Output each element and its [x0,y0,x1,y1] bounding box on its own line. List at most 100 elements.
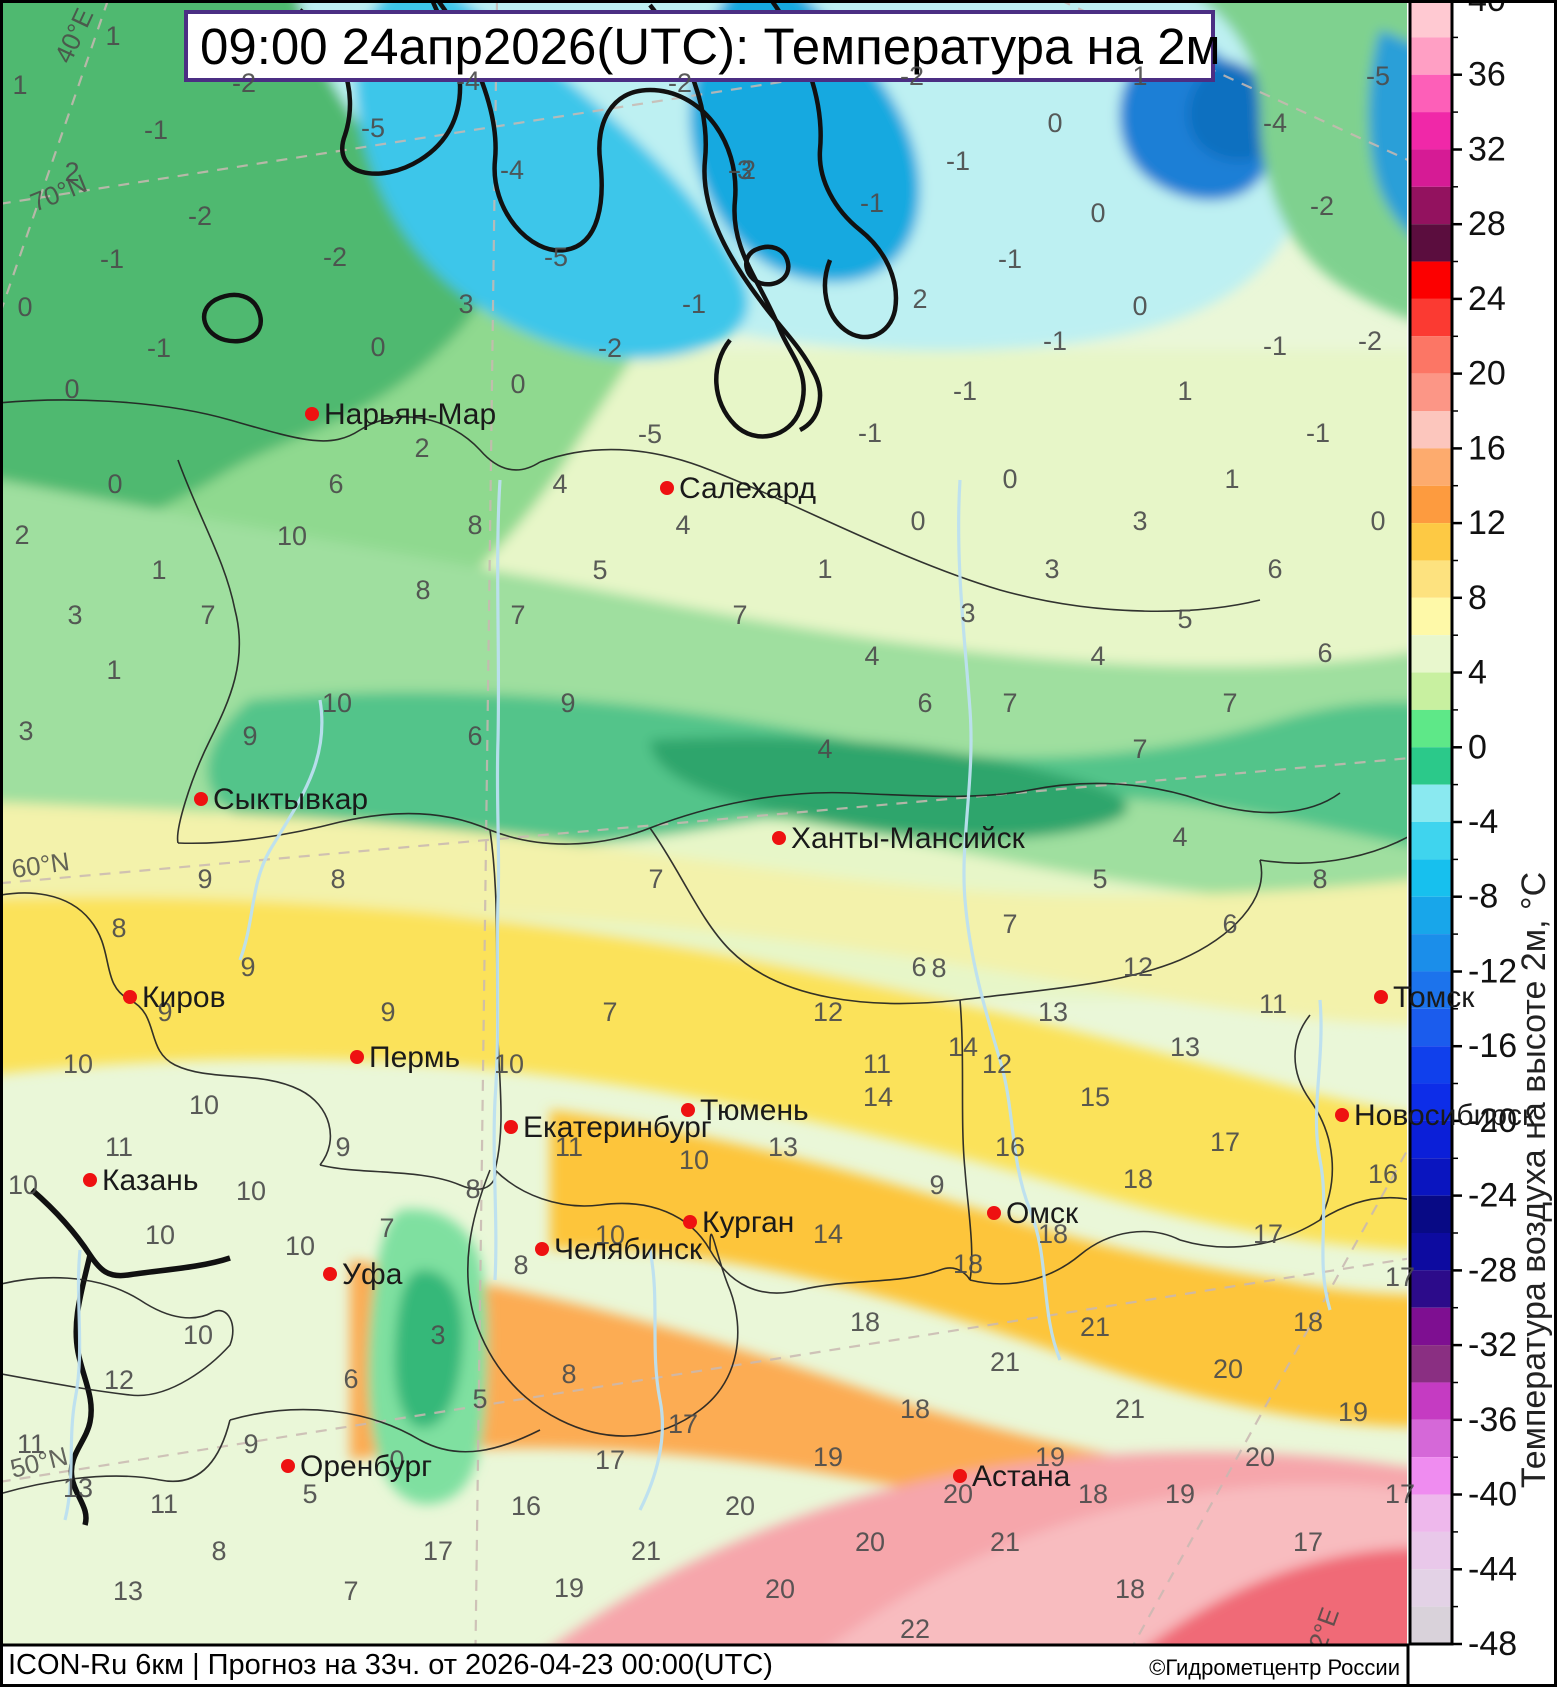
svg-text:ICON-Ru 6км | Прогноз на 33ч.: ICON-Ru 6км | Прогноз на 33ч. от 2026-04… [8,1649,773,1681]
svg-text:4: 4 [864,641,879,671]
svg-text:-1: -1 [946,146,970,176]
svg-text:7: 7 [379,1213,394,1243]
svg-text:10: 10 [145,1220,175,1250]
svg-text:2: 2 [64,157,79,187]
svg-text:-16: -16 [1468,1027,1517,1065]
svg-text:19: 19 [1338,1397,1368,1427]
svg-text:10: 10 [494,1049,524,1079]
svg-text:17: 17 [595,1445,625,1475]
svg-text:-1: -1 [998,244,1022,274]
svg-text:8: 8 [1468,579,1487,617]
svg-text:10: 10 [277,521,307,551]
svg-text:9: 9 [197,864,212,894]
svg-text:6: 6 [1222,909,1237,939]
svg-text:19: 19 [813,1442,843,1472]
svg-text:13: 13 [768,1132,798,1162]
svg-text:-12: -12 [1468,953,1517,991]
svg-text:2: 2 [912,284,927,314]
svg-text:0: 0 [17,292,32,322]
svg-text:0: 0 [107,469,122,499]
svg-text:16: 16 [1368,1159,1398,1189]
svg-text:21: 21 [990,1527,1020,1557]
svg-text:0: 0 [1047,108,1062,138]
svg-text:20: 20 [1245,1442,1275,1472]
svg-text:-48: -48 [1468,1625,1517,1663]
svg-text:4: 4 [552,469,567,499]
svg-text:7: 7 [648,864,663,894]
svg-text:3: 3 [1132,506,1147,536]
svg-text:6: 6 [917,688,932,718]
svg-text:Екатеринбург: Екатеринбург [523,1111,712,1144]
svg-text:-24: -24 [1468,1177,1517,1215]
svg-text:-4: -4 [500,155,524,185]
svg-text:3: 3 [960,598,975,628]
svg-text:3: 3 [430,1320,445,1350]
svg-text:-40: -40 [1468,1476,1517,1514]
svg-text:-1: -1 [144,115,168,145]
svg-text:20: 20 [725,1491,755,1521]
svg-text:22: 22 [900,1614,930,1644]
svg-text:20: 20 [765,1574,795,1604]
svg-text:-1: -1 [1306,418,1330,448]
svg-text:Казань: Казань [102,1164,198,1197]
svg-text:0: 0 [370,332,385,362]
svg-text:18: 18 [850,1307,880,1337]
svg-text:32: 32 [1468,131,1506,169]
svg-text:9: 9 [243,1429,258,1459]
svg-text:1: 1 [106,655,121,685]
svg-text:17: 17 [1210,1127,1240,1157]
svg-text:-1: -1 [147,333,171,363]
svg-text:8: 8 [467,510,482,540]
svg-text:8: 8 [561,1359,576,1389]
svg-text:20: 20 [1213,1354,1243,1384]
svg-text:17: 17 [1385,1479,1415,1509]
svg-text:6: 6 [328,469,343,499]
svg-text:21: 21 [631,1536,661,1566]
svg-text:-1: -1 [100,244,124,274]
svg-text:9: 9 [380,997,395,1027]
svg-text:21: 21 [1080,1312,1110,1342]
svg-text:-5: -5 [638,419,662,449]
svg-text:14: 14 [863,1082,893,1112]
svg-text:3: 3 [1044,554,1059,584]
svg-text:0: 0 [1002,464,1017,494]
svg-text:Салехард: Салехард [679,472,816,505]
svg-text:7: 7 [602,997,617,1027]
svg-text:Томск: Томск [1393,981,1475,1014]
svg-text:11: 11 [105,1132,133,1162]
svg-text:Астана: Астана [972,1460,1071,1493]
svg-text:10: 10 [189,1090,219,1120]
svg-text:12: 12 [982,1049,1012,1079]
svg-text:0: 0 [1370,506,1385,536]
svg-text:2: 2 [14,520,29,550]
svg-text:24: 24 [1468,280,1506,318]
svg-text:-5: -5 [544,242,568,272]
svg-text:8: 8 [211,1536,226,1566]
svg-text:10: 10 [183,1320,213,1350]
svg-text:16: 16 [995,1132,1025,1162]
svg-text:-2: -2 [668,68,692,98]
svg-text:1: 1 [151,555,166,585]
svg-text:9: 9 [929,1170,944,1200]
svg-text:3: 3 [67,600,82,630]
svg-text:18: 18 [900,1394,930,1424]
svg-text:17: 17 [423,1536,453,1566]
svg-text:7: 7 [1222,688,1237,718]
svg-text:Омск: Омск [1006,1197,1079,1230]
svg-text:36: 36 [1468,56,1506,94]
svg-text:11: 11 [17,1429,45,1459]
svg-text:6: 6 [1317,638,1332,668]
svg-text:17: 17 [1385,1262,1415,1292]
svg-text:6: 6 [343,1364,358,1394]
svg-text:3: 3 [18,716,33,746]
svg-text:-4: -4 [456,66,480,96]
svg-text:-1: -1 [1263,331,1287,361]
svg-text:8: 8 [1312,864,1327,894]
svg-text:4: 4 [817,734,832,764]
svg-text:Новосибирск: Новосибирск [1354,1099,1536,1132]
svg-text:6: 6 [1267,554,1282,584]
svg-text:3: 3 [458,289,473,319]
svg-text:1: 1 [1224,464,1239,494]
svg-text:13: 13 [113,1576,143,1606]
svg-text:8: 8 [931,953,946,983]
